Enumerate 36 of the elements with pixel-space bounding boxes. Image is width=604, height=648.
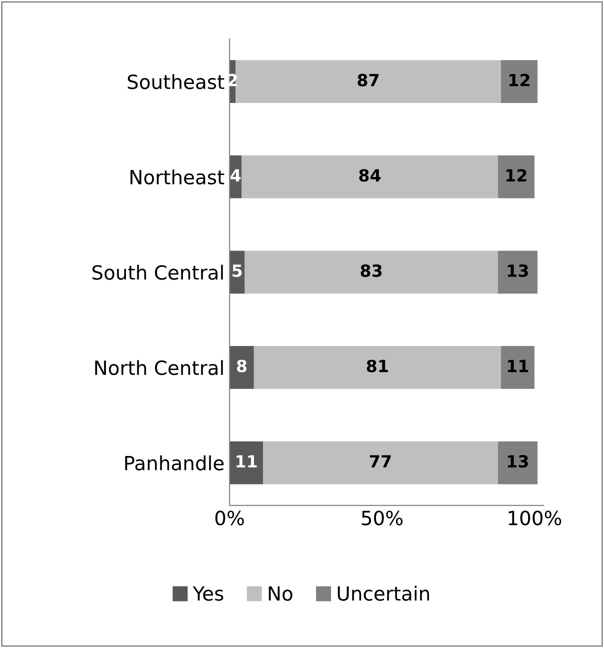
data-label: 87 <box>358 74 379 86</box>
data-label: 13 <box>508 455 528 468</box>
bar <box>242 155 498 198</box>
data-label: 11 <box>236 455 257 468</box>
legend-label: Uncertain <box>338 586 430 601</box>
bar <box>244 250 498 294</box>
data-label: 12 <box>509 74 530 86</box>
bar <box>254 346 501 389</box>
bar <box>498 250 538 294</box>
legend-label: No <box>268 586 292 601</box>
bar <box>500 60 538 103</box>
data-label: 4 <box>230 169 241 182</box>
bar <box>500 346 534 389</box>
data-label: 8 <box>236 360 246 372</box>
y-tick-label: Panhandle <box>125 455 224 470</box>
data-label: 12 <box>506 169 526 182</box>
data-label: 77 <box>370 455 391 468</box>
data-label: 81 <box>366 360 388 372</box>
bar <box>230 346 254 389</box>
data-label: 5 <box>232 264 242 277</box>
bar <box>263 441 498 484</box>
y-tick-label: North Central <box>95 360 223 376</box>
y-tick-label: Northeast <box>130 169 224 185</box>
bar <box>498 155 534 198</box>
data-label: 13 <box>508 264 528 277</box>
legend-label: Yes <box>192 586 224 601</box>
x-tick-label: 50% <box>362 510 403 526</box>
y-tick-label: South Central <box>92 264 223 280</box>
bar <box>498 441 538 484</box>
x-tick-label: 0% <box>215 510 244 526</box>
data-label: 83 <box>360 264 382 277</box>
data-label: 11 <box>508 360 528 372</box>
y-tick-label: Southeast <box>128 74 224 90</box>
x-tick-label: 100% <box>508 510 562 526</box>
bar <box>236 60 501 103</box>
data-label: 84 <box>359 169 381 182</box>
